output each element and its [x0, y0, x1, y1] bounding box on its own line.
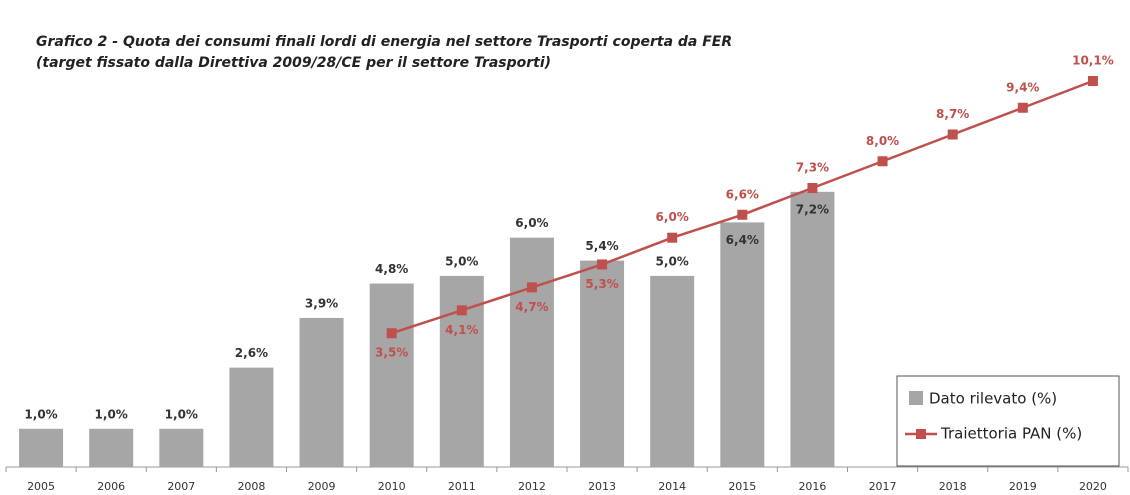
line-marker: [597, 259, 608, 270]
line-value-label: 8,7%: [936, 107, 969, 121]
bar-value-label: 5,0%: [656, 254, 689, 268]
bar-value-label: 5,0%: [445, 254, 478, 268]
bar-value-label: 7,2%: [796, 202, 829, 216]
legend-label: Traiettoria PAN (%): [940, 425, 1082, 443]
x-tick-label: 2011: [448, 480, 476, 493]
bar: [159, 428, 204, 467]
line-value-label: 6,0%: [656, 210, 689, 224]
x-tick-label: 2012: [518, 480, 546, 493]
line-marker: [386, 328, 397, 339]
legend-swatch: [909, 391, 923, 405]
x-tick-label: 2014: [658, 480, 686, 493]
bar-value-label: 6,0%: [515, 216, 548, 230]
line-marker: [667, 232, 678, 243]
line-marker: [456, 305, 467, 316]
bar: [19, 428, 64, 467]
x-tick-label: 2020: [1079, 480, 1107, 493]
bar: [790, 191, 835, 468]
bar: [720, 222, 765, 467]
bar: [580, 260, 625, 467]
line-marker: [737, 209, 748, 220]
bar-value-label: 4,8%: [375, 262, 408, 276]
x-tick-label: 2006: [97, 480, 125, 493]
bar: [299, 317, 344, 467]
bar: [650, 275, 695, 467]
bar: [509, 237, 554, 467]
x-tick-label: 2010: [378, 480, 406, 493]
bar-value-label: 5,4%: [585, 239, 618, 253]
x-tick-label: 2018: [939, 480, 967, 493]
bar: [229, 367, 274, 467]
x-tick-label: 2016: [798, 480, 826, 493]
line-value-label: 4,7%: [515, 300, 548, 314]
legend-swatch: [916, 429, 926, 439]
line-value-label: 9,4%: [1006, 80, 1039, 94]
line-marker: [947, 129, 958, 140]
x-tick-label: 2007: [167, 480, 195, 493]
line-marker: [877, 156, 888, 167]
line-marker: [807, 183, 818, 194]
bar-value-label: 6,4%: [726, 233, 759, 247]
bar: [89, 428, 134, 467]
legend-label: Dato rilevato (%): [929, 390, 1057, 408]
x-tick-label: 2017: [869, 480, 897, 493]
line-value-label: 8,0%: [866, 134, 899, 148]
line-value-label: 3,5%: [375, 346, 408, 360]
line-value-label: 7,3%: [796, 161, 829, 175]
chart-subtitle: (target fissato dalla Direttiva 2009/28/…: [36, 55, 551, 71]
legend-box: [896, 375, 1120, 467]
line-value-label: 10,1%: [1072, 54, 1114, 68]
bar-value-label: 1,0%: [165, 407, 198, 421]
bar-value-label: 1,0%: [24, 407, 57, 421]
bar-value-label: 3,9%: [305, 296, 338, 310]
x-tick-label: 2019: [1009, 480, 1037, 493]
x-tick-label: 2005: [27, 480, 55, 493]
x-tick-label: 2008: [237, 480, 265, 493]
line-marker: [1017, 102, 1028, 113]
x-tick-label: 2009: [308, 480, 336, 493]
line-marker: [1087, 76, 1098, 86]
line-marker: [526, 282, 537, 293]
line-value-label: 6,6%: [726, 187, 759, 201]
bar-value-label: 2,6%: [235, 346, 268, 360]
line-value-label: 4,1%: [445, 323, 478, 337]
chart-title: Grafico 2 - Quota dei consumi finali lor…: [36, 34, 732, 50]
line-value-label: 5,3%: [585, 277, 618, 291]
x-tick-label: 2013: [588, 480, 616, 493]
bar: [369, 283, 414, 467]
x-tick-label: 2015: [728, 480, 756, 493]
bar-value-label: 1,0%: [95, 407, 128, 421]
